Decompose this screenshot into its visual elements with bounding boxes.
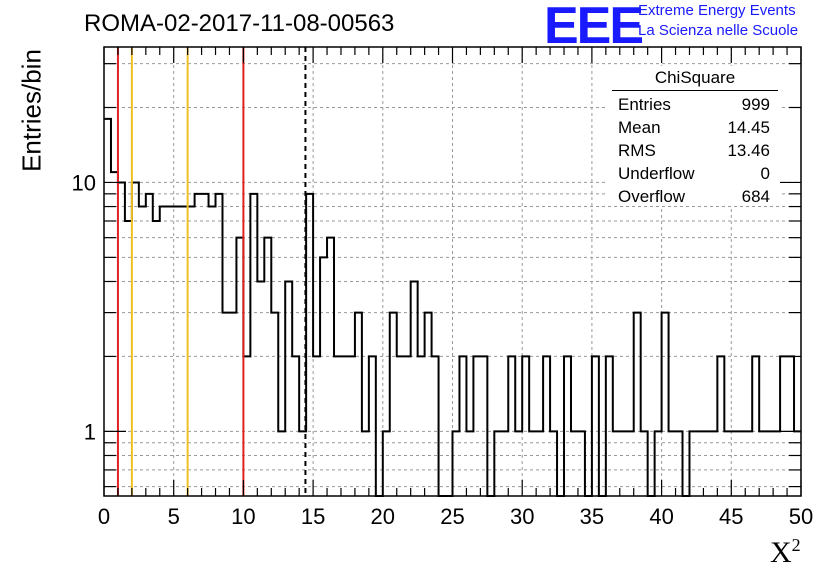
stats-label: RMS	[618, 141, 656, 160]
x-axis-label-base: X	[770, 536, 792, 569]
histogram-series	[104, 117, 801, 497]
y-tick-label: 10	[72, 170, 96, 195]
x-tick-label: 45	[719, 504, 743, 529]
stats-value: 13.46	[727, 141, 770, 160]
stats-label: Overflow	[618, 187, 686, 206]
stats-label: Underflow	[618, 164, 695, 183]
x-tick-label: 0	[98, 504, 110, 529]
x-tick-label: 25	[440, 504, 464, 529]
eee-logo: EEE	[544, 0, 644, 55]
x-tick-label: 5	[168, 504, 180, 529]
stats-row-rms: RMS 13.46	[612, 139, 778, 162]
x-tick-label: 15	[301, 504, 325, 529]
chart-title: ROMA-02-2017-11-08-00563	[84, 10, 395, 37]
stats-label: Entries	[618, 95, 671, 114]
x-axis-label-sup: 2	[791, 535, 801, 555]
stats-value: 999	[741, 95, 770, 114]
x-tick-label: 20	[371, 504, 395, 529]
stats-box-background	[608, 66, 780, 206]
x-tick-label: 35	[580, 504, 604, 529]
logo-line-1: Extreme Energy Events	[638, 2, 796, 19]
stats-label: Mean	[618, 118, 661, 137]
logo-line-2: La Scienza nelle Scuole	[638, 22, 799, 39]
x-tick-label: 50	[789, 504, 813, 529]
y-tick-label: 1	[84, 419, 96, 444]
stats-value: 684	[741, 187, 770, 206]
stats-value: 0	[760, 164, 770, 183]
x-axis-label: X2	[770, 535, 801, 570]
stats-row-mean: Mean 14.45	[612, 116, 778, 139]
x-tick-label: 10	[231, 504, 255, 529]
stats-row-entries: Entries 999	[612, 93, 778, 116]
stats-title: ChiSquare	[612, 68, 778, 91]
stats-box: ChiSquare Entries 999 Mean 14.45 RMS 13.…	[612, 68, 778, 208]
stats-value: 14.45	[727, 118, 770, 137]
x-tick-label: 30	[510, 504, 534, 529]
x-tick-label: 40	[649, 504, 673, 529]
stats-row-underflow: Underflow 0	[612, 162, 778, 185]
stats-row-overflow: Overflow 684	[612, 185, 778, 208]
